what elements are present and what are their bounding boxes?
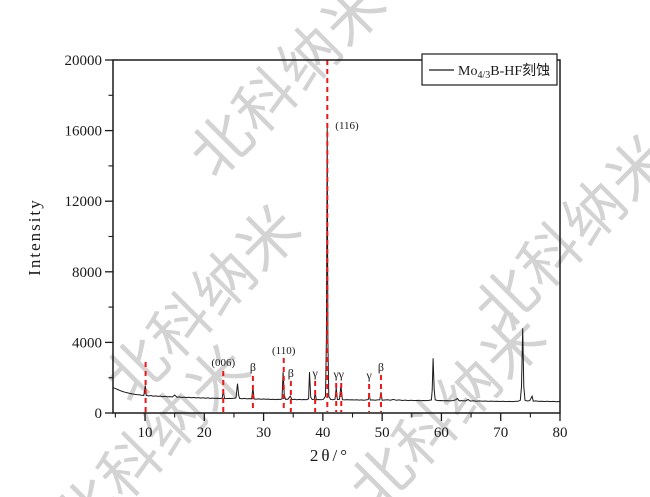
y-tick-label: 20000 — [65, 53, 103, 69]
x-axis-title: 2θ/° — [310, 446, 350, 465]
peak-label: γ — [365, 368, 372, 382]
x-tick-label: 20 — [197, 425, 212, 441]
y-tick-label: 16000 — [65, 124, 103, 140]
peak-label: (110) — [272, 345, 296, 357]
legend-label: Mo4/3B-HF刻蚀 — [458, 63, 550, 81]
y-tick-label: 8000 — [72, 265, 102, 281]
peak-label: γ — [312, 366, 319, 380]
xrd-curve — [113, 125, 561, 403]
peak-label: γ — [333, 367, 340, 381]
y-axis-title: Intensity — [25, 198, 44, 276]
plot-frame — [112, 59, 561, 414]
peak-label: β — [250, 360, 256, 374]
x-tick-label: 10 — [138, 425, 153, 441]
x-tick-label: 80 — [553, 425, 568, 441]
y-tick-label: 0 — [95, 406, 103, 422]
peak-label: (116) — [335, 120, 359, 132]
peak-label: (006) — [211, 357, 235, 369]
x-tick-label: 60 — [434, 425, 449, 441]
x-tick-label: 50 — [375, 425, 390, 441]
x-tick-label: 70 — [493, 425, 508, 441]
y-tick-label: 4000 — [72, 335, 102, 351]
x-tick-label: 40 — [315, 425, 330, 441]
peak-label: β — [288, 366, 294, 380]
peak-label: β — [378, 360, 384, 374]
x-tick-label: 30 — [256, 425, 271, 441]
peak-label: γ — [338, 367, 345, 381]
y-tick-label: 12000 — [65, 194, 103, 210]
